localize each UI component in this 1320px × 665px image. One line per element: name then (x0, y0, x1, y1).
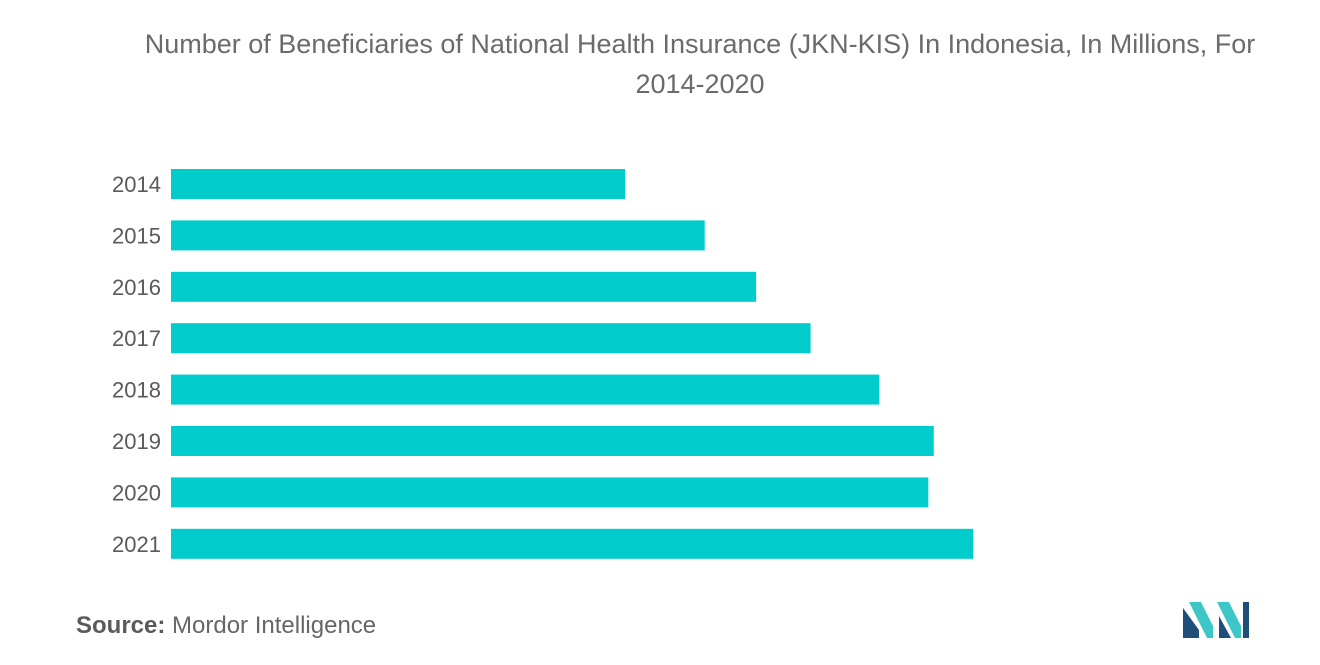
bar-2021 (171, 528, 974, 559)
tick-label-2020: 2020 (112, 480, 161, 505)
category-ticks: 2014 2015 2016 2017 2018 2019 2020 2021 (112, 172, 161, 557)
mordor-intelligence-logo (1183, 602, 1249, 638)
tick-label-2018: 2018 (112, 378, 161, 403)
bar-2020 (171, 477, 929, 508)
tick-label-2016: 2016 (112, 275, 161, 300)
source-value: Mordor Intelligence (172, 612, 377, 639)
bar-2017 (171, 323, 811, 354)
bar-2018 (171, 374, 880, 405)
source-label: Source: (76, 612, 166, 639)
source-line: Source: Mordor Intelligence (76, 612, 376, 640)
tick-label-2017: 2017 (112, 326, 161, 351)
logo-right-mid (1217, 602, 1241, 638)
bar-2019 (171, 426, 934, 456)
logo-left-stroke (1183, 608, 1199, 638)
bar-2014 (171, 169, 626, 199)
bar-chart: 2014 2015 2016 2017 2018 2019 2020 2021 (112, 169, 974, 559)
bar-2015 (171, 220, 705, 251)
tick-label-2015: 2015 (112, 223, 161, 248)
tick-label-2014: 2014 (112, 172, 161, 197)
tick-label-2019: 2019 (112, 429, 161, 454)
logo-left-mid (1189, 602, 1213, 638)
bars-group (171, 169, 974, 559)
logo-right-edge (1243, 602, 1249, 638)
bar-2016 (171, 271, 757, 302)
chart-title: Number of Beneficiaries of National Heal… (144, 29, 1256, 99)
logo-right-stroke (1219, 616, 1231, 638)
tick-label-2021: 2021 (112, 532, 161, 557)
